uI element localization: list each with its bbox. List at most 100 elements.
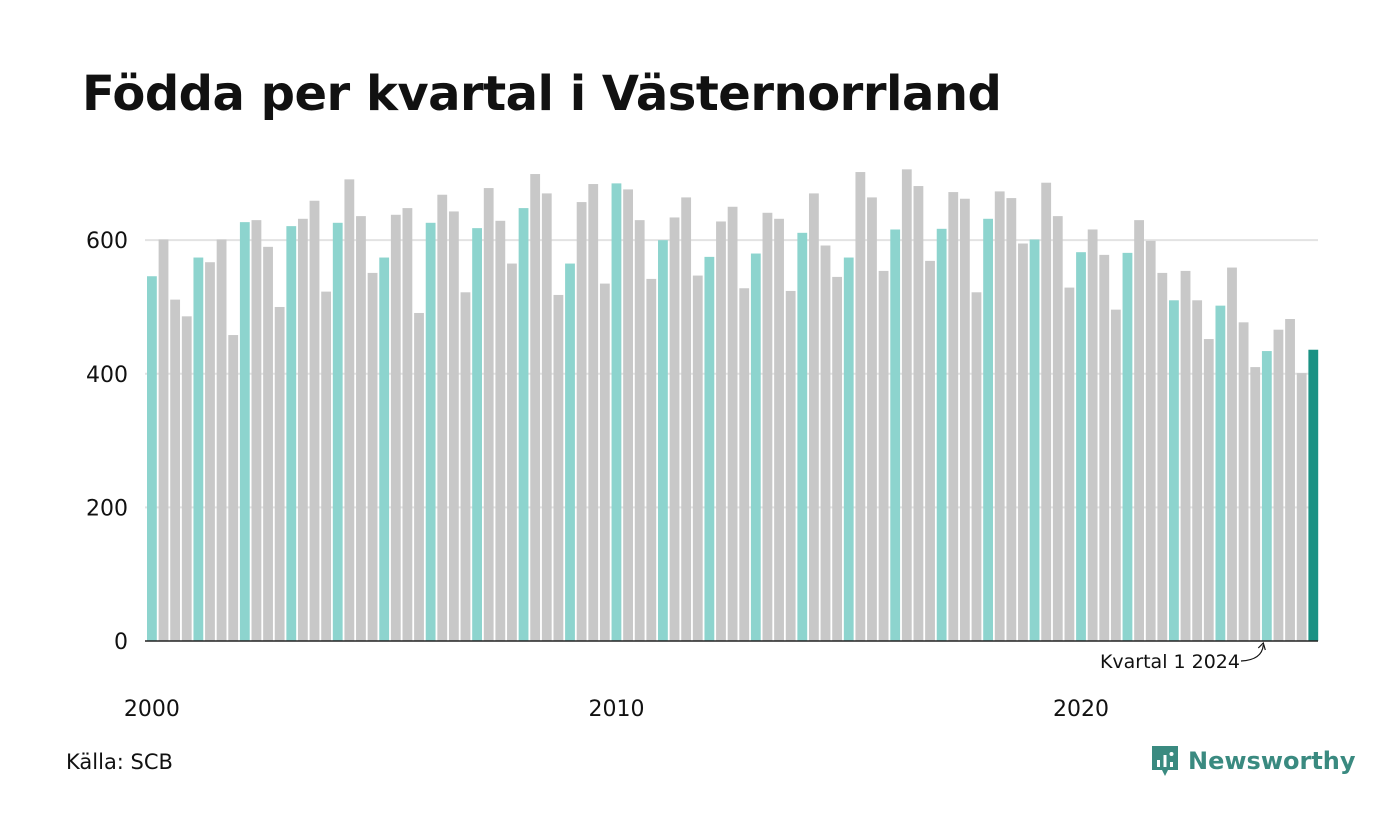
bar (855, 172, 866, 641)
bar (971, 292, 982, 641)
bar (205, 262, 215, 641)
bar (1308, 349, 1319, 641)
bar (913, 186, 924, 642)
bar (228, 335, 239, 641)
bar (332, 222, 343, 642)
bar (193, 257, 204, 641)
bar (948, 192, 959, 641)
bar (1285, 319, 1295, 641)
bar (414, 312, 424, 641)
bar (1064, 287, 1075, 641)
bar (797, 232, 808, 641)
bar (390, 214, 401, 641)
bar (925, 260, 935, 641)
bar (437, 194, 448, 642)
bar (611, 183, 622, 641)
bar (1273, 329, 1284, 641)
bar (878, 270, 889, 641)
bar (936, 228, 947, 641)
axes: 0 200 400 600 2000 2010 2020 (86, 229, 1318, 722)
y-tick-label: 600 (86, 229, 128, 254)
bar (1238, 322, 1249, 641)
x-tick-label: 2020 (1053, 697, 1109, 722)
bar (1076, 252, 1086, 641)
bar (472, 228, 482, 641)
bar (1157, 272, 1168, 641)
y-tick-label: 400 (86, 363, 128, 388)
annotation-arrowhead (1257, 641, 1266, 651)
bar (483, 188, 494, 641)
y-tick-label: 0 (114, 630, 128, 655)
bar (367, 272, 378, 641)
y-tick-label: 200 (86, 496, 128, 521)
bar (692, 275, 703, 641)
bar (344, 179, 355, 641)
bar (1110, 309, 1121, 641)
bar (727, 206, 738, 641)
brand-name: Newsworthy (1188, 747, 1356, 775)
bar (808, 193, 819, 641)
bar (1029, 239, 1040, 641)
bar (623, 189, 633, 641)
bar (158, 239, 169, 641)
bar (867, 197, 877, 641)
annotation: Kvartal 1 2024 (1100, 641, 1266, 673)
bar (1006, 198, 1017, 641)
bar (286, 226, 297, 641)
bar (1180, 270, 1191, 641)
bar (634, 220, 645, 642)
bar (1041, 182, 1052, 641)
bar (762, 212, 773, 641)
bar (1018, 243, 1028, 641)
bar (1192, 300, 1203, 641)
annotation-arrow (1240, 644, 1264, 662)
bar (843, 257, 854, 641)
bar (530, 174, 541, 641)
bar (216, 239, 227, 641)
bar (495, 220, 506, 642)
bar (147, 276, 157, 641)
x-tick-label: 2010 (588, 697, 644, 722)
bar (1134, 220, 1144, 642)
bar (1296, 373, 1307, 641)
bar (1052, 216, 1063, 641)
bar (263, 246, 273, 641)
bar (658, 240, 668, 642)
bar (460, 292, 471, 641)
bar (402, 208, 413, 641)
bar (820, 245, 831, 641)
annotation-label: Kvartal 1 2024 (1100, 651, 1240, 673)
bar (1261, 351, 1272, 641)
bar (181, 316, 192, 641)
bar (1145, 240, 1156, 641)
bar (321, 291, 332, 641)
bar (1122, 252, 1133, 642)
bar (1215, 305, 1226, 641)
bar (239, 222, 250, 641)
bar (379, 257, 390, 641)
bar (681, 197, 692, 641)
bar (507, 263, 517, 641)
bar (994, 191, 1005, 641)
bar (356, 216, 366, 641)
bar (704, 256, 715, 641)
bar (309, 200, 320, 641)
bar (959, 198, 970, 641)
bar (448, 211, 459, 641)
bar (750, 253, 761, 641)
bar (785, 290, 796, 641)
bar (565, 263, 575, 641)
bar (297, 218, 308, 642)
brand-logo: Newsworthy (1150, 744, 1356, 778)
bar (251, 220, 262, 642)
chart-title: Födda per kvartal i Västernorrland (82, 66, 1002, 122)
bar (832, 276, 843, 641)
bar (170, 299, 181, 641)
bar (739, 288, 750, 641)
bar (774, 218, 784, 642)
bar (1203, 339, 1214, 641)
bars (147, 169, 1319, 642)
bar (541, 193, 552, 641)
bar (646, 278, 657, 641)
bar (1169, 300, 1179, 641)
